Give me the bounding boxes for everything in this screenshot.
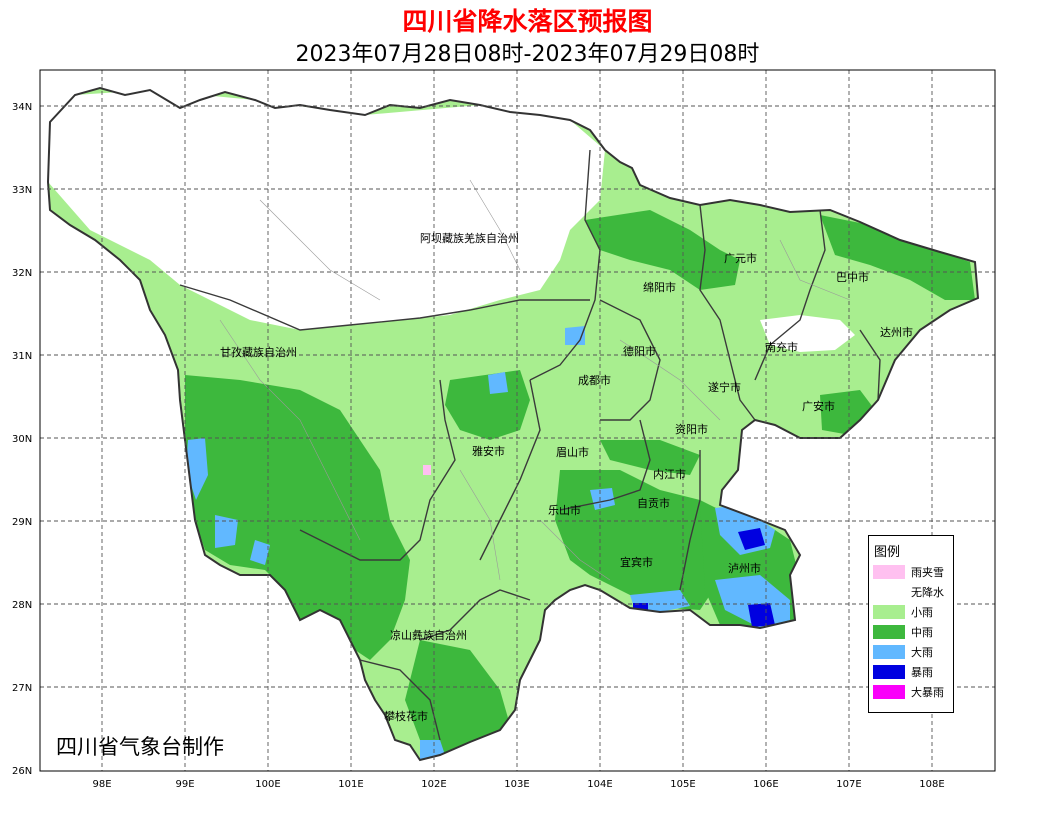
city-label: 巴中市 xyxy=(836,270,869,284)
lon-tick: 100E xyxy=(255,779,280,790)
city-label: 广安市 xyxy=(802,399,835,413)
legend-swatch xyxy=(873,665,905,679)
legend-swatch xyxy=(873,625,905,639)
legend-label: 大雨 xyxy=(911,646,933,659)
city-label: 眉山市 xyxy=(556,445,589,459)
legend-label: 小雨 xyxy=(911,606,933,619)
map-title: 四川省降水落区预报图 xyxy=(402,7,653,36)
legend-label: 大暴雨 xyxy=(911,686,944,699)
legend-title: 图例 xyxy=(874,545,901,560)
city-label: 自贡市 xyxy=(637,496,670,510)
lon-tick: 107E xyxy=(836,779,861,790)
lon-tick: 106E xyxy=(753,779,778,790)
lon-tick: 102E xyxy=(421,779,446,790)
legend-label: 无降水 xyxy=(911,586,944,599)
lat-tick: 34N xyxy=(12,102,32,113)
legend-item: 小雨 xyxy=(873,603,953,621)
legend-swatch xyxy=(873,585,905,599)
city-label: 南充市 xyxy=(765,340,798,354)
lon-tick: 103E xyxy=(504,779,529,790)
city-label: 雅安市 xyxy=(472,444,505,458)
legend-item: 中雨 xyxy=(873,623,953,641)
credit-line: 四川省气象台制作 xyxy=(56,735,224,759)
city-label: 德阳市 xyxy=(623,344,656,358)
lat-tick: 28N xyxy=(12,600,32,611)
city-label: 成都市 xyxy=(578,373,611,387)
legend: 图例 雨夹雪 无降水 小雨 中雨 大雨 暴雨 大暴雨 xyxy=(868,535,954,713)
lat-tick: 32N xyxy=(12,268,32,279)
legend-item: 大暴雨 xyxy=(873,683,953,701)
city-label: 甘孜藏族自治州 xyxy=(220,345,297,359)
prefecture-boundaries xyxy=(179,149,881,741)
legend-item: 大雨 xyxy=(873,643,953,661)
lon-tick: 99E xyxy=(175,779,194,790)
forecast-period: 2023年07月28日08时-2023年07月29日08时 xyxy=(295,42,760,67)
city-label: 达州市 xyxy=(880,325,913,339)
province-outline xyxy=(46,86,980,762)
city-label: 乐山市 xyxy=(548,503,581,517)
legend-item: 雨夹雪 xyxy=(873,563,953,581)
legend-label: 中雨 xyxy=(911,626,933,639)
graticule xyxy=(40,70,995,771)
county-boundaries xyxy=(219,179,851,581)
legend-label: 暴雨 xyxy=(911,666,933,679)
city-label: 宜宾市 xyxy=(620,555,653,569)
lat-tick: 30N xyxy=(12,434,32,445)
lon-tick: 108E xyxy=(919,779,944,790)
city-label: 绵阳市 xyxy=(643,280,676,294)
city-label: 泸州市 xyxy=(728,561,761,575)
legend-label: 雨夹雪 xyxy=(911,566,944,579)
lon-tick: 98E xyxy=(92,779,111,790)
lon-tick: 105E xyxy=(670,779,695,790)
lat-tick: 26N xyxy=(12,766,32,777)
lat-tick: 27N xyxy=(12,683,32,694)
legend-swatch xyxy=(873,685,905,699)
legend-swatch xyxy=(873,565,905,579)
city-label: 广元市 xyxy=(724,251,757,265)
lon-tick: 101E xyxy=(338,779,363,790)
city-label: 遂宁市 xyxy=(708,380,741,394)
lat-tick: 33N xyxy=(12,185,32,196)
city-label: 内江市 xyxy=(653,467,686,481)
legend-swatch xyxy=(873,645,905,659)
lat-tick: 31N xyxy=(12,351,32,362)
legend-item: 无降水 xyxy=(873,583,953,601)
lon-tick: 104E xyxy=(587,779,612,790)
city-label: 阿坝藏族羌族自治州 xyxy=(420,231,519,245)
map-frame xyxy=(39,69,996,772)
city-label: 凉山彝族自治州 xyxy=(390,628,467,642)
legend-item: 暴雨 xyxy=(873,663,953,681)
lat-tick: 29N xyxy=(12,517,32,528)
legend-swatch xyxy=(873,605,905,619)
city-label: 攀枝花市 xyxy=(384,709,428,723)
city-label: 资阳市 xyxy=(675,422,708,436)
